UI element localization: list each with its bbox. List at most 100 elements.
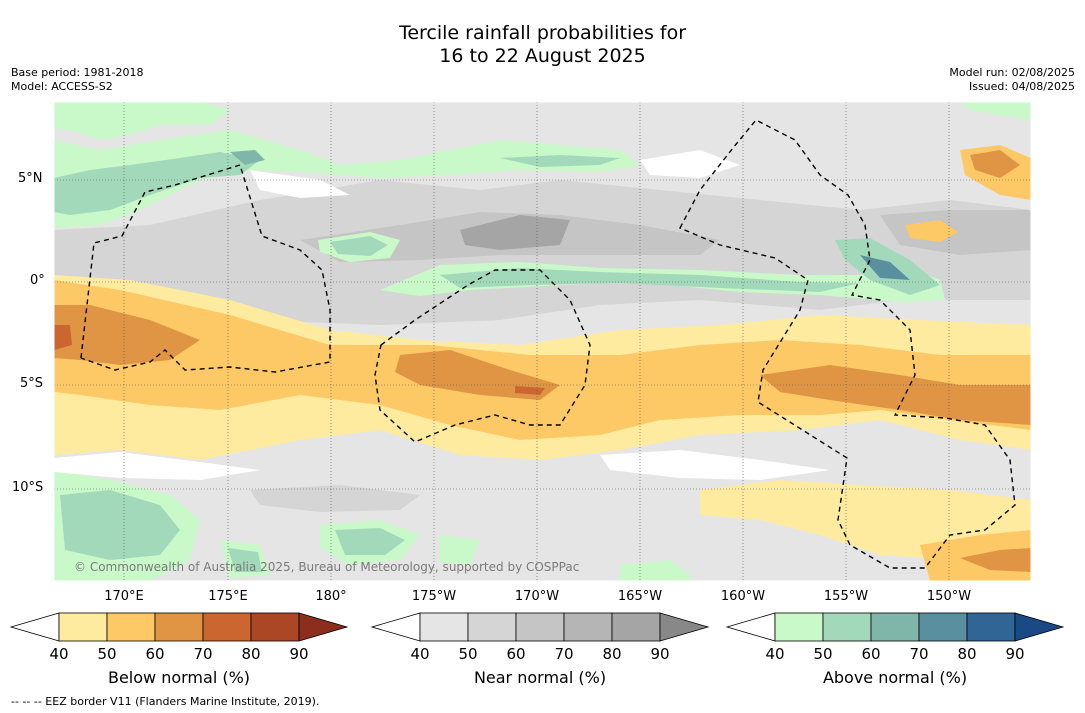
above-normal-core-center [330, 236, 388, 256]
above-normal-swatch-60 [870, 612, 920, 642]
lon-label-155w: 155°W [823, 589, 869, 604]
below-normal-core-center [515, 386, 545, 395]
below-normal-tick-70: 70 [193, 645, 212, 663]
low-probability-gap-1 [54, 452, 260, 480]
above-normal-region-top-right [960, 102, 1031, 120]
copyright-text: © Commonwealth of Australia 2025, Bureau… [74, 560, 579, 574]
above-normal-tick-40: 40 [765, 645, 784, 663]
near-normal-tick-60: 60 [506, 645, 525, 663]
near-normal-region-south-dark [250, 485, 420, 512]
above-normal-core-north [230, 150, 265, 165]
colorbar-above-normal: 40 50 60 70 80 90 [725, 612, 1065, 663]
near-normal-swatch-50 [467, 612, 517, 642]
near-normal-swatch-80 [611, 612, 661, 642]
near-normal-swatch-60 [515, 612, 565, 642]
lat-label-5n: 5°N [18, 171, 43, 186]
below-normal-tick-40: 40 [49, 645, 68, 663]
meta-left: Base period: 1981-2018 Model: ACCESS-S2 [11, 66, 143, 94]
near-normal-core [460, 215, 570, 250]
eez-kiribati-line [679, 119, 1016, 569]
above-normal-region-s2 [440, 535, 480, 565]
colorbar-near-normal: 40 50 60 70 80 90 [370, 612, 710, 663]
low-probability-gap-2 [600, 450, 830, 480]
near-normal-swatch-70 [563, 612, 613, 642]
eez-kiribati-phoenix [374, 269, 591, 443]
above-normal-swatch-80 [966, 612, 1016, 642]
below-normal-core-ne [970, 150, 1020, 178]
above-normal-region-s3 [620, 560, 690, 581]
near-normal-tick-70: 70 [554, 645, 573, 663]
near-normal-tick-50: 50 [458, 645, 477, 663]
above-normal-region-north-2 [54, 152, 260, 215]
above-normal-tick-70: 70 [909, 645, 928, 663]
below-normal-swatch-80 [250, 612, 300, 642]
lon-label-165w: 165°W [617, 589, 663, 604]
above-normal-swatch-high [1014, 612, 1065, 642]
above-normal-core-sw [60, 490, 180, 560]
map-plot-area [54, 102, 1031, 581]
lon-label-170w: 170°W [514, 589, 560, 604]
map-title: Tercile rainfall probabilities for 16 to… [0, 22, 1085, 68]
colorbar-below-normal: 40 50 60 70 80 90 [9, 612, 349, 663]
title-line-1: Tercile rainfall probabilities for [398, 22, 687, 44]
above-normal-swatch-50 [822, 612, 872, 642]
eez-borders [80, 119, 1016, 569]
lon-label-175w: 175°W [411, 589, 457, 604]
below-normal-region-se [700, 480, 1031, 560]
above-normal-swatch-70 [918, 612, 968, 642]
below-normal-region-ne-2 [905, 220, 958, 242]
below-normal-region-dark [54, 305, 200, 365]
colorbar-title-near: Near normal (%) [473, 668, 607, 687]
lon-label-170e: 170°E [104, 589, 144, 604]
near-normal-tick-40: 40 [410, 645, 429, 663]
near-normal-swatch-low [370, 612, 421, 642]
meta-right: Model run: 02/08/2025 Issued: 04/08/2025 [949, 66, 1075, 94]
title-line-2: 16 to 22 August 2025 [439, 45, 646, 67]
colorbar-title-above: Above normal (%) [822, 668, 968, 687]
above-normal-tick-80: 80 [957, 645, 976, 663]
near-normal-swatch-40 [419, 612, 469, 642]
below-normal-region-dark-3 [760, 365, 1031, 425]
base-period: Base period: 1981-2018 [11, 66, 144, 79]
above-normal-core-s [335, 528, 405, 555]
below-normal-region-mid [54, 280, 1031, 440]
below-normal-swatch-60 [154, 612, 204, 642]
lon-label-160w: 160°W [720, 589, 766, 604]
graticule [54, 102, 1031, 581]
above-normal-core-equator [440, 268, 860, 292]
below-normal-tick-50: 50 [97, 645, 116, 663]
near-normal-tick-80: 80 [602, 645, 621, 663]
below-normal-swatch-low [9, 612, 60, 642]
above-normal-tick-60: 60 [861, 645, 880, 663]
below-normal-tick-60: 60 [145, 645, 164, 663]
above-normal-region-north-3 [500, 155, 620, 167]
below-normal-core-west [54, 325, 72, 350]
below-normal-swatch-40 [58, 612, 108, 642]
above-normal-swatch-40 [774, 612, 824, 642]
below-normal-swatch-high [298, 612, 349, 642]
above-normal-core-east [860, 255, 910, 280]
eez-footnote: -- -- -- EEZ border V11 (Flanders Marine… [11, 695, 320, 708]
lat-label-5s: 5°S [20, 376, 44, 391]
above-normal-swatch-low [725, 612, 776, 642]
lon-label-175e: 175°E [208, 589, 248, 604]
below-normal-core-se [960, 548, 1031, 572]
above-normal-tick-50: 50 [813, 645, 832, 663]
lon-label-180: 180° [315, 589, 347, 604]
model-run: Model run: 02/08/2025 [949, 66, 1075, 79]
above-normal-region-north [54, 130, 640, 228]
colorbar-title-below: Below normal (%) [107, 668, 251, 687]
model-name: Model: ACCESS-S2 [11, 80, 113, 93]
below-normal-swatch-70 [202, 612, 252, 642]
map-frame [53, 101, 1032, 582]
above-normal-region-topleft [54, 102, 230, 140]
lat-label-10s: 10°S [12, 480, 44, 495]
low-probability-gap-3 [250, 170, 350, 198]
below-normal-tick-90: 90 [289, 645, 308, 663]
below-normal-tick-80: 80 [241, 645, 260, 663]
above-normal-core-s4 [228, 548, 262, 572]
near-normal-swatch-high [659, 612, 710, 642]
lon-label-150w: 150°W [926, 589, 972, 604]
lat-label-0: 0° [30, 273, 45, 288]
